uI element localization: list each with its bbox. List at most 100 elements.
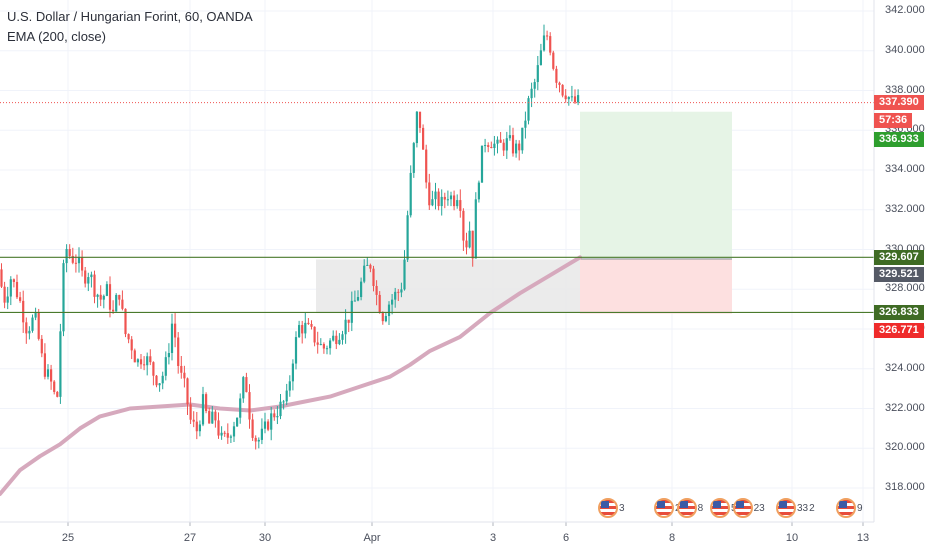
candle-body (208, 411, 211, 424)
candle-body (155, 375, 158, 386)
candle-body (81, 257, 84, 271)
event-count: 2 (809, 502, 815, 514)
candle-body (288, 381, 291, 391)
candle-body (260, 428, 263, 440)
candle-body (567, 97, 570, 100)
candle-body (71, 255, 74, 263)
candle-body (192, 419, 195, 422)
candle-body (12, 279, 15, 282)
lower-level-tag: 326.833 (874, 305, 924, 320)
candles (0, 24, 580, 450)
candle-body (223, 432, 226, 434)
candle-body (403, 259, 406, 290)
candle-body (431, 199, 434, 206)
price-tick-label: 342.000 (885, 4, 925, 16)
candle-body (56, 391, 59, 397)
candle-body (440, 196, 443, 207)
candle-body (68, 248, 71, 256)
candle-body (211, 411, 214, 424)
event-badge[interactable]: 5 23 (710, 497, 765, 519)
candle-body (53, 381, 56, 392)
event-badge[interactable]: 33 2 (776, 497, 815, 519)
candle-body (177, 337, 180, 366)
candle-body (356, 297, 360, 301)
price-tick-label: 340.000 (885, 43, 925, 56)
event-count: 33 (797, 502, 809, 514)
candle-body (87, 277, 90, 284)
price-tick-label: 320.000 (885, 441, 925, 454)
price-tick-label: 324.000 (885, 361, 925, 374)
candle-body (434, 191, 437, 200)
candle-body (561, 84, 564, 96)
candle-body (43, 353, 46, 377)
candle-body (180, 365, 183, 373)
candle-body (50, 369, 53, 382)
candle-body (298, 325, 301, 338)
event-badge[interactable]: 9 (836, 497, 863, 519)
candle-body (515, 143, 518, 154)
candle-body (139, 359, 143, 365)
candle-body (406, 215, 409, 260)
event-badge[interactable]: 2 8 (654, 497, 703, 519)
candle-body (397, 291, 400, 293)
us-flag-icon (732, 498, 753, 518)
candle-body (133, 350, 136, 363)
candle-body (167, 353, 170, 358)
candle-body (552, 52, 555, 69)
candle-body (6, 296, 9, 303)
candle-body (384, 316, 387, 322)
candle-body (564, 95, 567, 100)
candle-body (77, 257, 81, 264)
candle-body (446, 199, 449, 201)
candle-body (164, 357, 167, 376)
candle-body (242, 377, 245, 399)
candle-body (25, 322, 28, 334)
candle-body (341, 334, 344, 340)
candle-body (316, 342, 319, 345)
event-count: 8 (697, 502, 704, 514)
candle-body (456, 200, 459, 207)
candle-body (415, 111, 418, 144)
indicator-title[interactable]: EMA (200, close) (7, 29, 106, 44)
candle-body (267, 421, 270, 430)
time-tick-label: 8 (668, 532, 676, 544)
candle-body (555, 68, 558, 83)
candle-body (573, 96, 577, 103)
candle-body (291, 363, 294, 382)
candle-body (152, 362, 155, 376)
candle-body (332, 335, 335, 341)
price-tick-label: 318.000 (885, 481, 925, 493)
symbol-title[interactable]: U.S. Dollar / Hungarian Forint, 60, OAND… (7, 9, 253, 24)
candle-body (108, 284, 112, 310)
candle-body (40, 338, 43, 354)
event-count: 23 (753, 502, 765, 514)
candle-body (183, 372, 186, 379)
candle-body (115, 294, 118, 312)
candle-body (19, 297, 22, 301)
candle-body (381, 312, 384, 322)
countdown-tag: 57:36 (874, 113, 913, 128)
position-zones (316, 111, 732, 314)
candle-body (453, 195, 456, 207)
us-flag-icon (710, 498, 730, 518)
event-badge[interactable]: 3 (598, 497, 625, 519)
candle-body (387, 304, 391, 317)
candle-body (282, 401, 285, 403)
time-tick-label: 25 (61, 532, 75, 544)
candle-body (263, 421, 267, 429)
candle-body (248, 392, 251, 420)
candle-body (527, 98, 530, 121)
us-flag-icon (654, 498, 674, 518)
candle-body (480, 145, 484, 183)
candle-body (217, 420, 220, 436)
candle-body (294, 337, 298, 364)
candle-body (335, 335, 338, 345)
candle-body (310, 323, 313, 327)
time-tick-label: 30 (258, 532, 272, 544)
candle-body (412, 143, 415, 173)
candle-body (366, 264, 369, 266)
candle-body (22, 300, 25, 323)
candle-body (9, 279, 12, 297)
